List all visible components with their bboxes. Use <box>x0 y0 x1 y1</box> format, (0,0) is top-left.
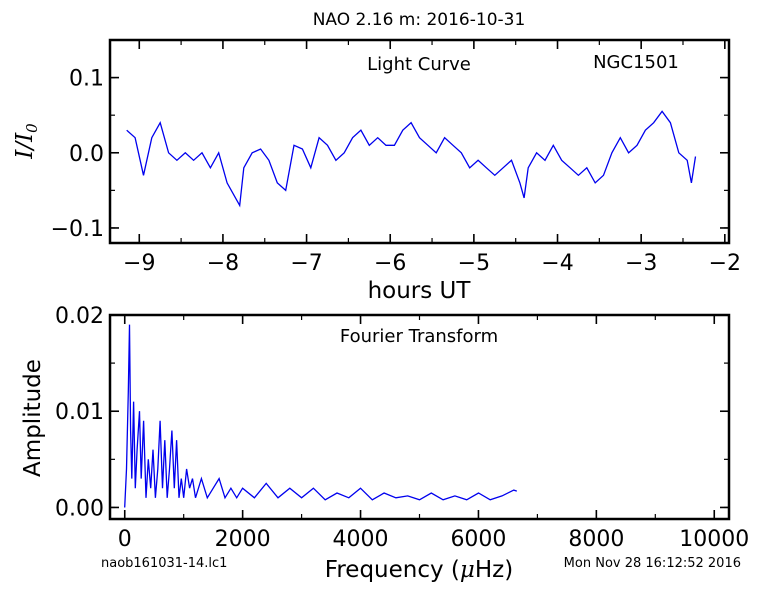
fourier-ytick-label: 0.02 <box>55 304 104 329</box>
fourier-tick-labels: 0 2000 4000 6000 8000 10000 0.00 0.01 0.02 <box>55 304 749 552</box>
light-curve-axes-frame <box>108 38 731 245</box>
footer-timestamp: Mon Nov 28 16:12:52 2016 <box>564 556 741 571</box>
fourier-axes-frame <box>108 313 731 521</box>
light-curve-tick-labels: −9 −8 −7 −6 −5 −4 −3 −2 −0.1 0.0 0.1 <box>51 67 741 276</box>
light-curve-xtick-label: −6 <box>374 251 406 276</box>
object-name-annotation: NGC1501 <box>593 52 679 73</box>
x-label-main: Frequency ( <box>325 557 460 583</box>
fourier-y-axis-label: Amplitude <box>20 359 46 477</box>
light-curve-xtick-label: −7 <box>290 251 322 276</box>
light-curve-panel: −9 −8 −7 −6 −5 −4 −3 −2 −0.1 0.0 0.1 Light Curve N… <box>12 38 741 304</box>
fourier-xtick-label: 10000 <box>679 527 749 552</box>
light-curve-ticks <box>110 39 729 243</box>
fourier-panel: 0 2000 4000 6000 8000 10000 0.00 0.01 0.02 Fouri… <box>20 304 749 583</box>
light-curve-xtick-label: −3 <box>625 251 657 276</box>
x-label-end: Hz) <box>475 557 513 583</box>
light-curve-xtick-label: −8 <box>207 251 239 276</box>
fourier-series-line <box>124 324 518 508</box>
y-label-main: I/I <box>12 132 38 160</box>
svg-text:I/I0: I/I0 <box>12 123 41 160</box>
x-label-mu: μ <box>460 557 475 583</box>
light-curve-xtick-label: −5 <box>458 251 490 276</box>
fourier-ytick-label: 0.00 <box>55 496 104 521</box>
fourier-x-axis-label: Frequency (μHz) <box>325 557 513 583</box>
light-curve-xtick-label: −2 <box>709 251 741 276</box>
fourier-xtick-label: 6000 <box>450 527 506 552</box>
figure-title: NAO 2.16 m: 2016-10-31 <box>313 10 526 30</box>
light-curve-x-axis-label: hours UT <box>368 278 472 304</box>
light-curve-ytick-label: 0.0 <box>69 142 104 167</box>
light-curve-series-line <box>126 110 697 208</box>
footer-filename: naob161031-14.lc1 <box>101 556 227 571</box>
light-curve-y-axis-label: I/I0 <box>12 123 41 160</box>
y-label-subscript: 0 <box>23 123 41 133</box>
fourier-xtick-label: 2000 <box>215 527 271 552</box>
fourier-xtick-label: 4000 <box>333 527 389 552</box>
light-curve-xtick-label: −9 <box>123 251 155 276</box>
light-curve-xtick-label: −4 <box>541 251 573 276</box>
fourier-ytick-label: 0.01 <box>55 400 104 425</box>
fourier-xtick-label: 0 <box>118 527 132 552</box>
fourier-annotation: Fourier Transform <box>340 326 498 347</box>
light-curve-annotation: Light Curve <box>367 54 471 75</box>
light-curve-ytick-label: 0.1 <box>69 67 104 92</box>
fourier-xtick-label: 8000 <box>568 527 624 552</box>
light-curve-ytick-label: −0.1 <box>51 217 104 242</box>
